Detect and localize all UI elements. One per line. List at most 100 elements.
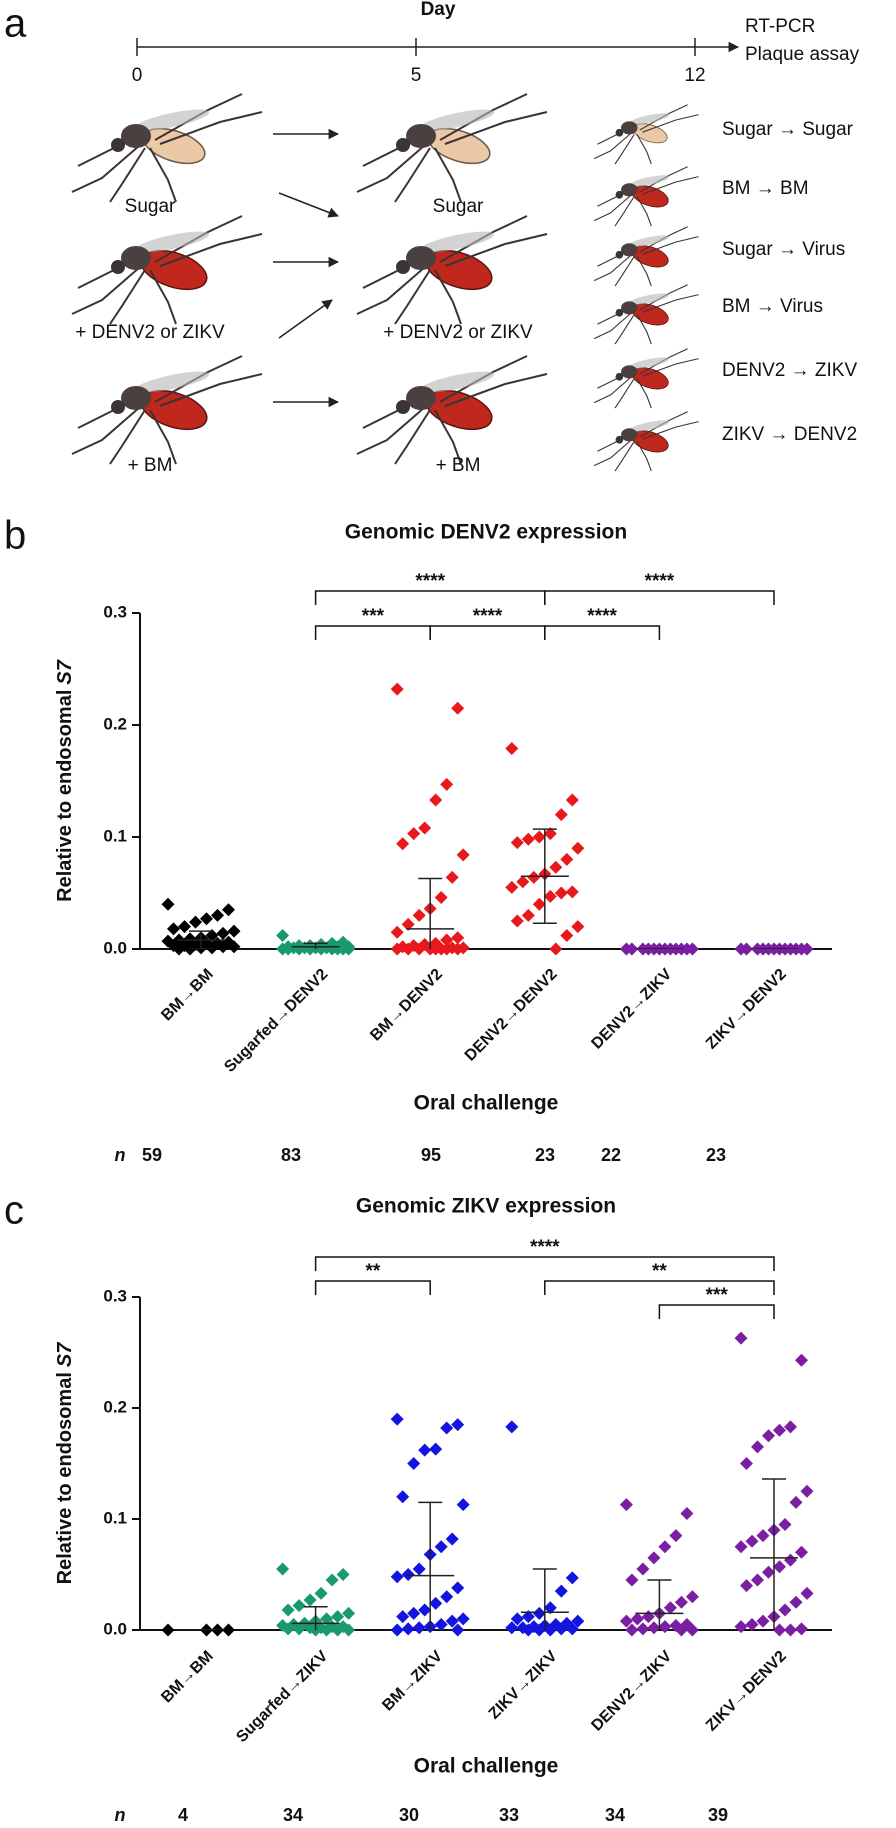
group-label: BM → BM [722, 178, 809, 199]
data-point [795, 1545, 808, 1559]
data-point [412, 942, 426, 956]
data-point [216, 940, 230, 954]
n-value: 95 [421, 1145, 441, 1165]
data-point [281, 1622, 295, 1636]
data-point [641, 1610, 655, 1624]
mosquito-blood [72, 356, 262, 464]
data-point [554, 808, 568, 822]
data-point [418, 821, 432, 835]
n-value: 22 [601, 1145, 621, 1165]
data-point [451, 701, 465, 715]
data-point [205, 941, 219, 955]
significance-label: ** [366, 1261, 381, 1282]
diet-label: Sugar [125, 196, 176, 217]
mosquito-blood [72, 216, 262, 324]
data-point [222, 1623, 235, 1637]
data-point [418, 1443, 432, 1457]
data-point [543, 1601, 557, 1615]
data-point [751, 1573, 764, 1587]
significance-bracket [314, 590, 546, 605]
data-point [773, 1623, 786, 1637]
group-label: Sugar → Virus [722, 239, 845, 260]
error-bar [635, 1579, 684, 1630]
data-point [800, 1484, 814, 1498]
data-point [543, 1623, 557, 1637]
mosquito-blood [357, 216, 547, 324]
data-point [740, 1579, 753, 1593]
mosquito-small [594, 227, 699, 286]
endpoint-label: RT-PCR [745, 16, 815, 37]
day-label: 12 [684, 65, 705, 86]
n-label: n [115, 1805, 126, 1825]
data-point [205, 929, 219, 943]
data-point [314, 1586, 328, 1600]
data-point [281, 1603, 295, 1617]
mosquito-sugar [357, 94, 547, 202]
data-point [560, 929, 574, 943]
data-point [440, 933, 454, 947]
error-bar [520, 1568, 569, 1630]
y-axis-label: Relative to endosomal S7 [54, 1342, 76, 1585]
diet-label: + BM [128, 455, 173, 476]
data-point [532, 830, 546, 844]
data-point [619, 1614, 633, 1628]
data-point [445, 870, 459, 884]
data-point [795, 1353, 808, 1367]
data-point [565, 1571, 579, 1585]
data-point [625, 942, 639, 956]
day-label: 0 [132, 65, 143, 86]
day-label: 5 [411, 65, 422, 86]
data-point [685, 942, 699, 956]
data-point [571, 841, 585, 855]
n-value: 34 [283, 1805, 303, 1825]
data-point [762, 1429, 775, 1443]
data-point [336, 1568, 350, 1581]
x-axis-label: Oral challenge [414, 1092, 559, 1115]
data-point [407, 1457, 421, 1470]
x-tick-label: DENV2→ZIKV [588, 966, 675, 1053]
data-point [227, 940, 241, 954]
x-tick-label: BM→DENV2 [367, 966, 446, 1045]
chart-title: Genomic DENV2 expression [345, 521, 627, 544]
significance-label: *** [706, 1285, 729, 1306]
x-axis-label: Oral challenge [414, 1755, 559, 1778]
data-point [456, 848, 470, 862]
data-point [440, 1421, 454, 1435]
data-point [674, 1595, 688, 1609]
group-label: DENV2 → ZIKV [722, 360, 857, 381]
data-point [396, 1490, 410, 1504]
timeline-title: Day [421, 0, 456, 20]
x-tick-label: ZIKV→ZIKV [486, 1648, 561, 1723]
data-point [734, 1331, 748, 1345]
data-point [554, 1622, 568, 1636]
n-value: 59 [142, 1145, 162, 1165]
data-point [331, 942, 345, 956]
data-point [331, 1623, 345, 1637]
data-point [795, 1622, 808, 1636]
data-point [773, 1423, 786, 1437]
chart: c Genomic ZIKV expression 0.0 0.1 0.2 0.3 Rela… [4, 1189, 832, 1825]
error-bar [291, 1605, 340, 1630]
error-bar [406, 1501, 455, 1630]
data-point [543, 827, 557, 841]
data-point [390, 682, 404, 696]
data-point [521, 832, 535, 846]
data-point [396, 1610, 410, 1624]
significance-bracket [658, 1304, 775, 1319]
panel-label: a [4, 2, 27, 46]
chart: b Genomic DENV2 expression 0.0 0.1 0.2 0.3 Rel… [4, 514, 832, 1165]
x-tick-label: DENV2→DENV2 [462, 966, 561, 1065]
error-bar [406, 877, 455, 949]
mosquito-small [594, 412, 699, 471]
data-point [532, 1623, 546, 1637]
data-point [680, 1506, 694, 1520]
mosquito-small [594, 105, 699, 164]
data-point [320, 1612, 334, 1626]
data-point [565, 885, 579, 899]
y-axis-label-italic: S7 [54, 1342, 76, 1367]
panel-label: c [4, 1189, 24, 1233]
data-point [456, 1498, 470, 1512]
diet-label: + DENV2 or ZIKV [383, 322, 533, 343]
data-point [549, 860, 563, 874]
